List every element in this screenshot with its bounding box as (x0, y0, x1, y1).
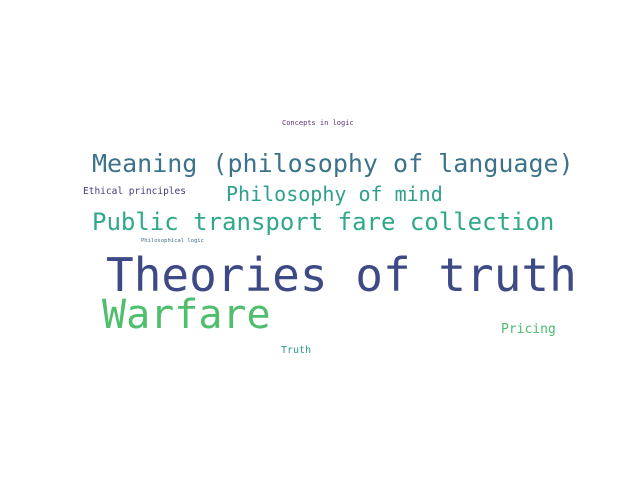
word-philosophical-logic: Philosophical logic (141, 238, 204, 244)
word-warfare: Warfare (102, 292, 271, 338)
word-truth: Truth (281, 345, 312, 356)
word-pricing: Pricing (501, 322, 556, 337)
word-meaning-philosophy-of-language: Meaning (philosophy of language) (92, 149, 574, 178)
word-public-transport-fare-collection: Public transport fare collection (92, 208, 555, 236)
word-ethical-principles: Ethical principles (83, 186, 186, 197)
word-theories-of-truth: Theories of truth (106, 248, 577, 302)
word-philosophy-of-mind: Philosophy of mind (226, 182, 443, 206)
word-concepts-in-logic: Concepts in logic (282, 119, 354, 127)
